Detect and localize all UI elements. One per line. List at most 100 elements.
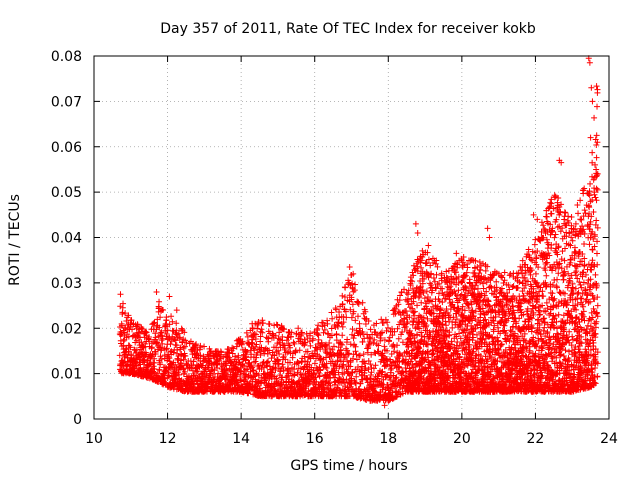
data-point: [326, 380, 333, 387]
data-point: [152, 334, 159, 341]
data-point: [290, 372, 297, 379]
data-point: [239, 362, 246, 369]
data-point: [329, 315, 336, 322]
data-point: [414, 339, 421, 346]
data-point: [312, 374, 319, 381]
data-point: [239, 338, 246, 345]
data-point: [320, 329, 327, 336]
data-point: [262, 376, 269, 383]
data-point: [358, 366, 365, 373]
data-point: [339, 292, 346, 299]
data-point: [405, 335, 412, 342]
data-point: [376, 367, 383, 374]
data-point: [244, 348, 251, 355]
data-point: [400, 309, 407, 316]
data-point: [280, 364, 287, 371]
data-point: [333, 306, 340, 313]
data-point: [389, 332, 396, 339]
data-point: [384, 324, 391, 331]
data-point: [377, 334, 384, 341]
data-point: [249, 324, 256, 331]
data-point: [301, 342, 308, 349]
data-point: [349, 369, 356, 376]
data-point: [256, 385, 263, 392]
data-point: [385, 337, 392, 344]
data-point: [287, 333, 294, 340]
data-point: [394, 325, 401, 332]
data-point: [233, 343, 240, 350]
data-point: [152, 350, 159, 357]
data-point: [420, 314, 427, 321]
data-point: [401, 315, 408, 322]
data-point: [393, 393, 400, 400]
data-point: [163, 345, 170, 352]
data-point: [252, 358, 259, 365]
data-point: [357, 352, 364, 359]
data-point: [432, 377, 439, 384]
data-point: [135, 330, 142, 337]
data-point: [266, 321, 273, 328]
data-point: [335, 319, 342, 326]
data-point: [370, 365, 377, 372]
data-point: [275, 347, 282, 354]
data-point: [301, 340, 308, 347]
data-point: [430, 371, 437, 378]
data-points: [116, 55, 601, 409]
data-point: [403, 308, 410, 315]
data-point: [333, 331, 340, 338]
data-point: [393, 374, 400, 381]
data-point: [277, 368, 284, 375]
data-point: [159, 332, 166, 339]
data-point: [295, 359, 302, 366]
data-point: [359, 339, 366, 346]
data-point: [371, 336, 378, 343]
data-point: [181, 350, 188, 357]
data-point: [247, 368, 254, 375]
data-point: [434, 263, 441, 270]
data-point: [328, 332, 335, 339]
data-point: [238, 341, 245, 348]
data-point: [395, 301, 402, 308]
data-point: [320, 388, 327, 395]
data-point: [339, 332, 346, 339]
data-point: [354, 363, 361, 370]
data-point: [163, 330, 170, 337]
data-point: [296, 347, 303, 354]
data-point: [191, 372, 198, 379]
data-point: [329, 346, 336, 353]
data-point: [402, 356, 409, 363]
data-point: [404, 298, 411, 305]
data-point: [432, 361, 439, 368]
data-point: [151, 319, 158, 326]
data-point: [325, 331, 332, 338]
data-point: [353, 351, 360, 358]
data-point: [317, 357, 324, 364]
data-point: [353, 379, 360, 386]
data-point: [315, 336, 322, 343]
data-point: [337, 350, 344, 357]
data-point: [182, 368, 189, 375]
data-point: [433, 345, 440, 352]
data-point: [416, 325, 423, 332]
data-point: [414, 268, 421, 275]
data-point: [427, 262, 434, 269]
data-point: [163, 317, 170, 324]
data-point: [198, 363, 205, 370]
data-point: [194, 368, 201, 375]
data-point: [418, 329, 425, 336]
data-point: [183, 339, 190, 346]
data-point: [417, 283, 424, 290]
data-point: [353, 373, 360, 380]
data-point: [417, 291, 424, 298]
data-point: [235, 354, 242, 361]
data-point: [349, 301, 356, 308]
data-point: [396, 352, 403, 359]
data-point: [301, 353, 308, 360]
data-point: [399, 339, 406, 346]
data-point: [377, 337, 384, 344]
data-point: [342, 284, 349, 291]
data-point: [248, 351, 255, 358]
data-point: [357, 380, 364, 387]
data-point: [323, 384, 330, 391]
